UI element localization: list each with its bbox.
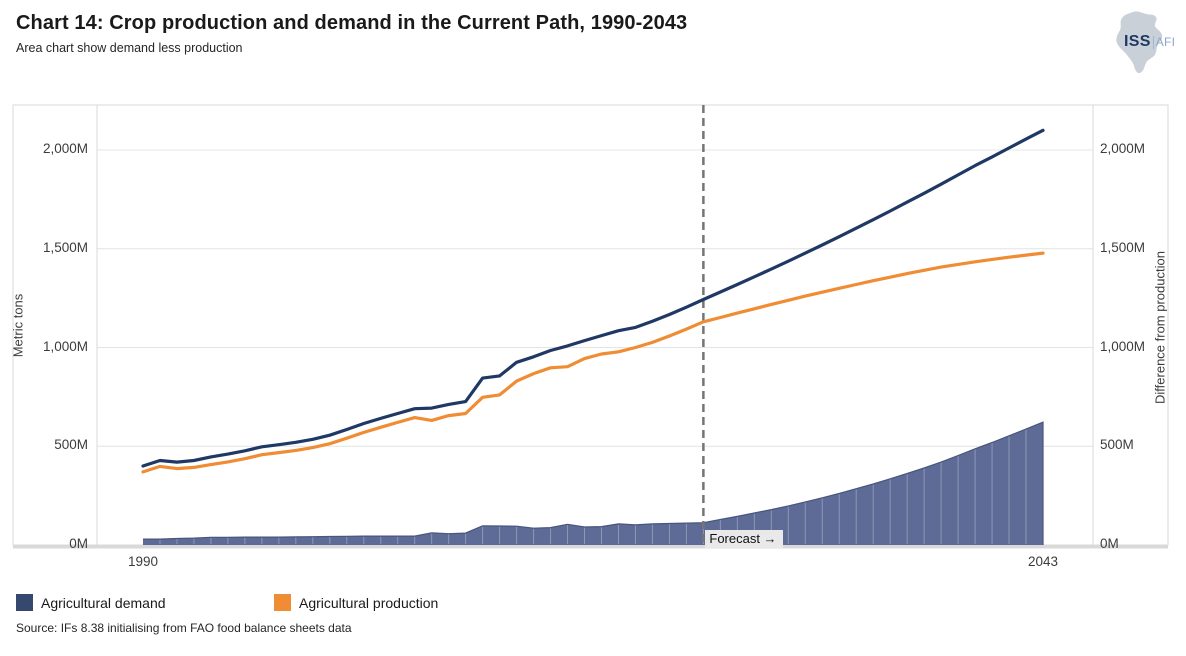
- iss-africa-logo-icon: [1116, 11, 1163, 74]
- legend-label: Agricultural demand: [41, 594, 166, 611]
- logo-iss-text: ISS: [1124, 33, 1151, 50]
- y-axis-tick-label: 0M: [1100, 536, 1119, 551]
- y-axis-tick-label: 2,000M: [1100, 141, 1146, 156]
- forecast-annotation: Forecast →: [705, 530, 783, 548]
- legend-swatch-icon: [16, 594, 33, 611]
- legend-swatch-icon: [274, 594, 291, 611]
- y-axis-tick-label: 500M: [1100, 437, 1134, 453]
- logo-afi-text: AFI: [1155, 35, 1176, 49]
- chart-title: Chart 14: Crop production and demand in …: [16, 12, 688, 34]
- y-axis-left-title: Metric tons: [10, 293, 26, 358]
- y-axis-tick-label: 1,000M: [42, 338, 88, 354]
- y-axis-tick-label: 1,500M: [1100, 239, 1146, 255]
- x-axis-tick-2043: 2043: [1027, 554, 1059, 569]
- chart-subtitle: Area chart show demand less production: [16, 41, 243, 55]
- source-note: Source: IFs 8.38 initialising from FAO f…: [16, 621, 352, 635]
- y-axis-tick-label: 0M: [69, 536, 88, 551]
- y-axis-tick-label: 1,000M: [1100, 338, 1146, 354]
- legend-item: Agricultural demand: [16, 594, 212, 611]
- legend: Agricultural demand Agricultural producti…: [16, 594, 500, 611]
- legend-item: Agricultural production: [274, 594, 438, 611]
- y-axis-tick-label: 500M: [54, 437, 88, 453]
- y-axis-tick-label: 1,500M: [42, 239, 88, 255]
- x-axis-tick-1990: 1990: [127, 554, 159, 569]
- logo-divider: [1152, 35, 1154, 49]
- logo-wordmark: ISS AFI: [1124, 33, 1175, 51]
- legend-label: Agricultural production: [299, 594, 439, 611]
- y-axis-right-title: Difference from production: [1152, 251, 1168, 404]
- y-axis-tick-label: 2,000M: [42, 141, 88, 156]
